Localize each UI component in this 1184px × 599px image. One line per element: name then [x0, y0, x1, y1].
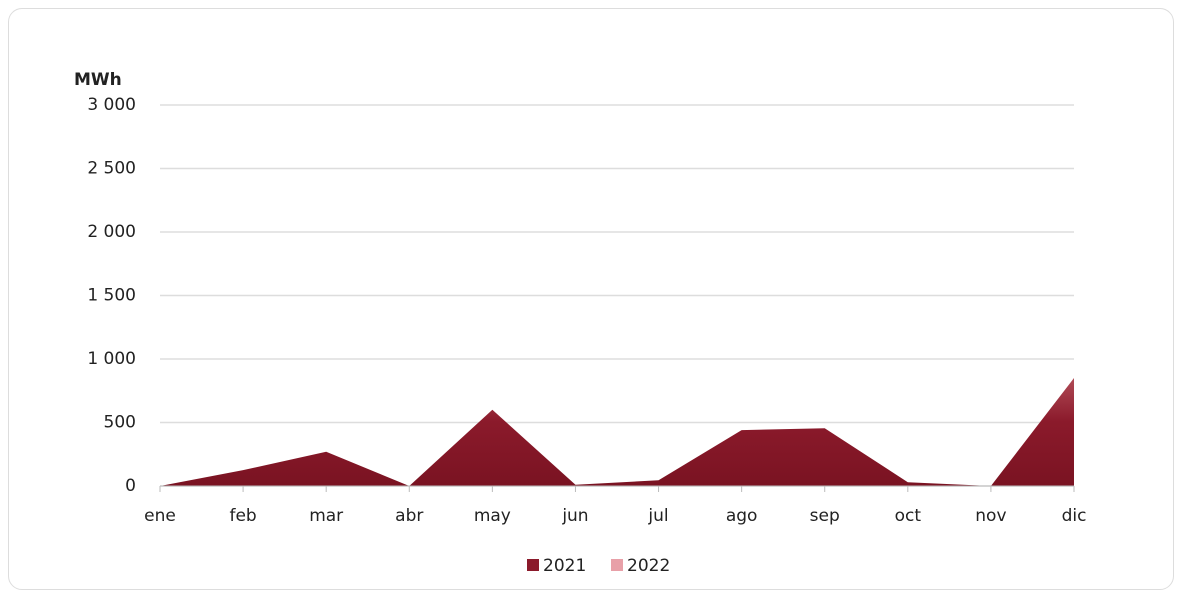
y-tick-label: 500 — [104, 413, 136, 433]
x-tick-label: ene — [144, 506, 176, 526]
area — [160, 378, 1074, 486]
x-tick-label: mar — [309, 506, 343, 526]
y-tick-label: 3 000 — [87, 95, 136, 115]
y-tick-label: 1 500 — [87, 286, 136, 306]
legend-swatch — [611, 559, 623, 571]
y-tick-label: 2 000 — [87, 222, 136, 242]
legend-swatch — [527, 559, 539, 571]
x-tick-label: jul — [647, 506, 668, 526]
x-tick-label: may — [474, 506, 511, 526]
x-tick-label: jun — [561, 506, 588, 526]
card — [8, 8, 1174, 590]
legend-label: 2022 — [627, 556, 670, 576]
y-tick-label: 0 — [125, 476, 136, 496]
x-tick-label: sep — [810, 506, 840, 526]
x-tick-label: nov — [975, 506, 1006, 526]
x-tick-label: ago — [726, 506, 758, 526]
legend-label: 2021 — [543, 556, 586, 576]
x-tick-label: feb — [229, 506, 256, 526]
y-tick-label: 1 000 — [87, 349, 136, 369]
x-tick-label: oct — [895, 506, 922, 526]
y-axis-label: MWh — [74, 70, 122, 90]
x-tick-label: abr — [395, 506, 423, 526]
y-tick-label: 2 500 — [87, 159, 136, 179]
x-tick-label: dic — [1062, 506, 1087, 526]
